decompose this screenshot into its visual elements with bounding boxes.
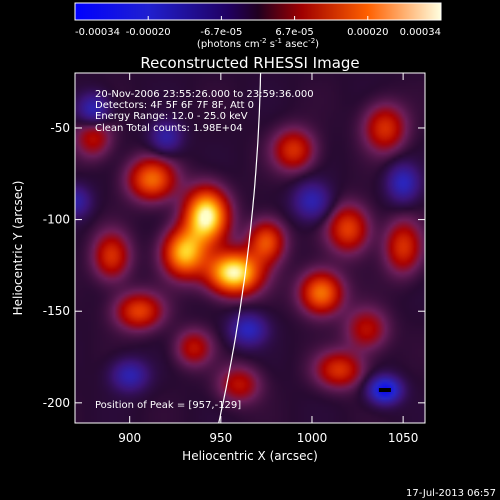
colorbar-unit-label: (photons cm-2 s-1 asec-2) — [197, 37, 319, 50]
colorbar-tick-label: -0.00034 — [75, 27, 120, 38]
peak-marker — [378, 388, 391, 393]
plot-frame — [74, 72, 426, 424]
y-tick-label: -150 — [43, 304, 70, 318]
x-tick-label: 1050 — [388, 431, 419, 445]
annotation-counts: Clean Total counts: 1.98E+04 — [95, 123, 243, 134]
colorbar-tick-label: 0.00034 — [400, 27, 441, 38]
colorbar — [74, 2, 442, 21]
render-date: 17-Jul-2013 06:57 — [406, 488, 496, 499]
colorbar-tick-label: -0.00020 — [126, 27, 171, 38]
x-axis-ticks: 900 950 1000 1050 — [118, 73, 418, 445]
x-tick-label: 950 — [209, 431, 232, 445]
annotation-detectors: Detectors: 4F 5F 6F 7F 8F, Att 0 — [95, 100, 254, 111]
colorbar-tick-label: 0.00020 — [347, 27, 388, 38]
y-tick-label: -200 — [43, 396, 70, 410]
y-axis-label: Heliocentric Y (arcsec) — [11, 181, 25, 316]
y-axis-ticks: -50 -100 -150 -200 — [43, 121, 425, 410]
colorbar-tick-label: 6.7e-05 — [275, 27, 313, 38]
solar-limb-line — [218, 73, 262, 423]
x-axis-label: Heliocentric X (arcsec) — [182, 449, 318, 463]
chart-title: Reconstructed RHESSI Image — [140, 54, 359, 72]
colorbar-tick-label: -6.7e-05 — [200, 27, 242, 38]
x-tick-label: 1000 — [297, 431, 328, 445]
peak-position-label: Position of Peak = [957,-129] — [95, 400, 241, 411]
colorbar-ticks: -0.00034 -0.00020 -6.7e-05 6.7e-05 0.00020 0.… — [74, 16, 442, 38]
x-tick-label: 900 — [118, 431, 141, 445]
annotation-energy: Energy Range: 12.0 - 25.0 keV — [95, 111, 248, 122]
heatmap-image — [75, 73, 425, 423]
y-tick-label: -50 — [50, 121, 70, 135]
annotation-time: 20-Nov-2006 23:55:26.000 to 23:59:36.000 — [95, 89, 314, 100]
annotation-block: 20-Nov-2006 23:55:26.000 to 23:59:36.000… — [95, 89, 314, 411]
y-tick-label: -100 — [43, 213, 70, 227]
